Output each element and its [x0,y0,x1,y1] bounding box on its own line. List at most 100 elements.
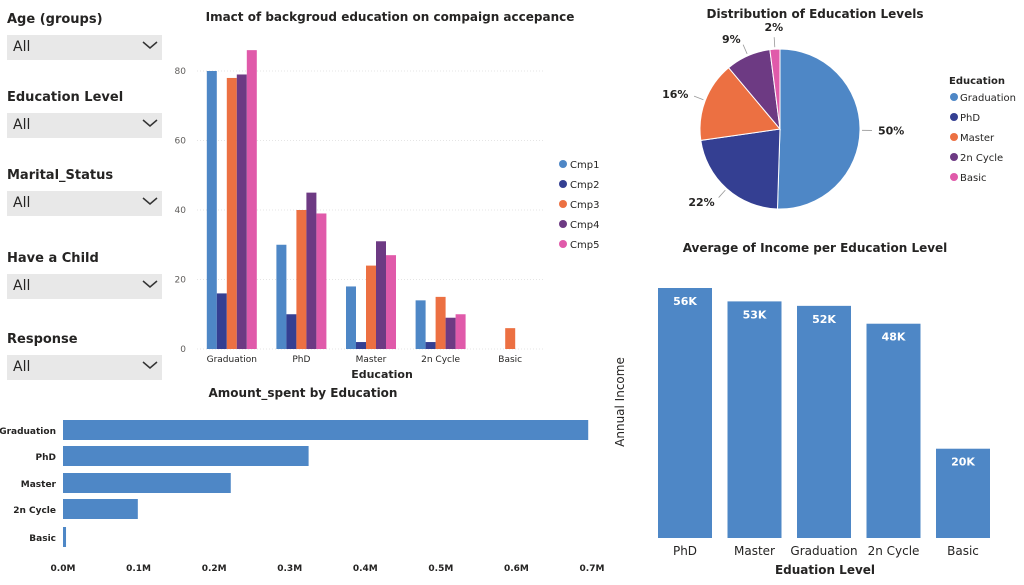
bar-cmp3 [435,296,446,349]
spend-bar [63,499,138,519]
legend-marker [950,93,958,101]
income-data-label: 56K [673,295,697,308]
bar-cmp3 [505,328,516,349]
x-category-label: Basic [947,544,979,558]
y-tick-label: 20 [175,276,187,286]
x-tick-label: 0.7M [580,564,605,574]
bar-cmp5 [316,213,327,349]
bar-cmp5 [455,314,466,349]
x-category-label: Master [734,544,775,558]
x-tick-label: 2n Cycle [421,355,460,365]
legend-label: Cmp4 [570,220,599,231]
legend-label: PhD [960,113,980,124]
filter-label: Response [7,332,78,347]
bar-cmp3 [226,77,237,349]
chevron-down-icon [142,361,158,369]
amount-spent-title: Amount_spent by Education [209,386,398,401]
spend-bar [63,527,67,547]
legend-label: Cmp5 [570,240,599,251]
legend-label: 2n Cycle [960,153,1003,164]
bar-cmp1 [206,71,217,349]
pie-data-label: 22% [688,196,714,209]
filter-marital-status: Marital_Status All [7,167,162,216]
spend-bar [63,473,231,493]
income-data-label: 20K [951,456,975,469]
legend-marker [950,153,958,161]
campaign-chart-xlabel: Education [351,368,413,381]
y-tick-label: 80 [175,67,187,77]
income-bar [936,448,990,538]
bar-cmp1 [415,300,426,349]
chevron-down-icon [142,119,158,127]
spend-bar [63,420,589,440]
pie-leader-line [718,189,726,198]
bar-cmp2 [216,293,227,349]
response-select[interactable]: All [7,355,162,380]
pie-slice-graduation [776,48,861,210]
x-tick-label: 0.4M [353,564,378,574]
x-tick-label: Basic [498,355,522,365]
legend-marker [950,173,958,181]
filter-have-a-child: Have a Child All [7,250,162,299]
legend-label: Basic [960,173,986,184]
x-tick-label: Master [356,355,387,365]
chevron-down-icon [142,280,158,288]
y-tick-label: 60 [175,137,187,147]
y-category-label: Graduation [0,427,56,437]
income-bar [727,301,782,538]
pie-leader-line [773,37,776,48]
filter-label: Have a Child [7,251,99,266]
bar-cmp5 [386,255,396,349]
select-value: All [13,278,31,294]
y-tick-label: 0 [180,345,186,355]
x-tick-label: 0.1M [126,564,151,574]
legend-marker [950,113,958,121]
x-tick-label: 0.2M [202,564,227,574]
marital-status-select[interactable]: All [7,191,162,216]
education-level-select[interactable]: All [7,113,162,138]
bar-cmp4 [445,317,456,349]
select-value: All [13,39,31,55]
have-a-child-select[interactable]: All [7,274,162,299]
chevron-down-icon [142,197,158,205]
chevron-down-icon [142,41,158,49]
filter-response: Response All [7,331,162,380]
pie-leader-line [693,95,704,101]
select-value: All [13,195,31,211]
legend-marker [559,160,567,168]
filter-label: Age (groups) [7,12,103,27]
pie-leader-line [742,44,748,55]
pie-data-label: 9% [722,33,741,46]
bar-cmp2 [425,342,436,349]
legend-label: Master [960,133,995,144]
select-value: All [13,359,31,375]
pie-chart-title: Distribution of Education Levels [707,7,924,21]
bar-cmp1 [346,286,356,349]
x-tick-label: 0.5M [428,564,453,574]
x-tick-label: 0.6M [504,564,529,574]
bar-cmp1 [276,244,287,349]
income-bar [797,305,851,538]
legend-marker [559,180,567,188]
bar-cmp4 [306,192,317,349]
pie-data-label: 16% [662,88,688,101]
income-data-label: 53K [743,308,767,321]
pie-slice-basic [769,48,781,130]
x-category-label: Graduation [790,544,857,558]
legend-label: Cmp1 [570,160,599,171]
filter-label: Education Level [7,90,124,105]
x-category-label: PhD [673,544,697,558]
x-tick-label: PhD [292,355,310,365]
legend-marker [559,200,567,208]
income-chart-title: Average of Income per Education Level [683,241,948,255]
age-groups-select[interactable]: All [7,35,162,60]
bar-cmp3 [296,210,307,349]
bar-cmp4 [376,241,386,349]
education-distribution-pie: Distribution of Education Levels 50% 22% 1… [662,7,1016,210]
filter-age-groups: Age (groups) All [7,11,162,60]
x-category-label: 2n Cycle [868,544,920,558]
spend-bar [63,446,309,466]
bar-cmp5 [246,50,257,350]
y-category-label: PhD [36,453,56,463]
x-tick-label: Graduation [207,355,257,365]
